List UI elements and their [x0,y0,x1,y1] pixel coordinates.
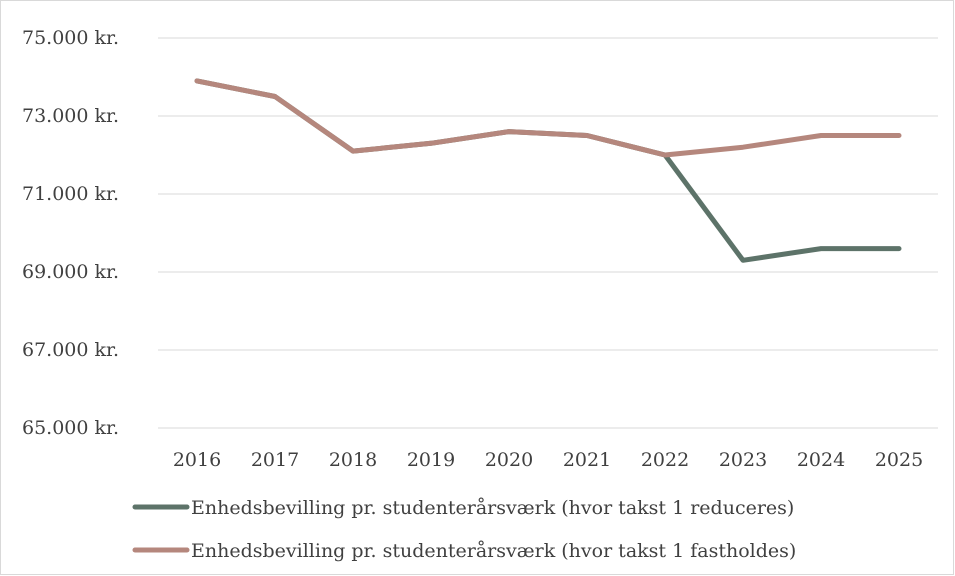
y-tick-label: 71.000 kr. [22,183,119,205]
x-tick-label: 2019 [407,449,455,471]
y-tick-label: 69.000 kr. [22,261,119,283]
x-tick-label: 2025 [875,449,923,471]
x-axis-ticks: 2016 2017 2018 2019 2020 2021 2022 2023 2024 2025 [173,449,923,471]
x-tick-label: 2016 [173,449,221,471]
x-tick-label: 2018 [329,449,377,471]
y-tick-label: 73.000 kr. [22,105,119,127]
legend-label-1: Enhedsbevilling pr. studenterårsværk (hv… [191,497,794,519]
gridlines [158,37,938,429]
y-tick-label: 65.000 kr. [22,417,119,439]
x-tick-label: 2023 [719,449,767,471]
x-tick-label: 2020 [485,449,533,471]
series-line-1 [194,78,902,263]
legend-label-2: Enhedsbevilling pr. studenterårsværk (hv… [191,540,796,562]
x-tick-label: 2021 [563,449,611,471]
legend: Enhedsbevilling pr. studenterårsværk (hv… [132,497,796,562]
y-tick-label: 75.000 kr. [22,27,119,49]
y-tick-label: 67.000 kr. [22,339,119,361]
x-tick-label: 2024 [797,449,845,471]
series-lines [194,78,902,263]
y-axis-ticks: 65.000 kr. 67.000 kr. 69.000 kr. 71.000 kr.… [22,27,119,439]
x-tick-label: 2017 [251,449,299,471]
x-tick-label: 2022 [641,449,689,471]
series-line-2 [194,78,902,158]
